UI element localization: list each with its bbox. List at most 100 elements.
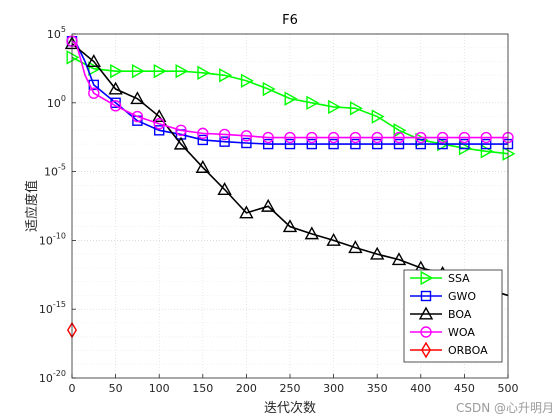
legend-marker — [418, 306, 434, 320]
x-tick-label: 50 — [109, 382, 123, 395]
series-point — [131, 63, 145, 79]
x-tick-label: 400 — [410, 382, 431, 395]
series-point — [459, 138, 470, 150]
x-tick-label: 300 — [323, 382, 344, 395]
legend-box — [403, 269, 503, 363]
series-point — [393, 123, 407, 138]
x-tick-label: 150 — [192, 382, 213, 395]
series-point — [306, 131, 318, 144]
series-point — [502, 146, 516, 161]
series-point — [86, 54, 101, 68]
legend-label: GWO — [448, 290, 476, 303]
series-point — [306, 138, 317, 150]
legend-marker — [420, 341, 432, 359]
series-point — [436, 131, 449, 144]
series-point — [197, 65, 211, 81]
series-point — [109, 100, 122, 112]
series-point — [130, 91, 145, 105]
x-tick-labels: 0 50 100 150 200 250 300 350 400 450 500 — [69, 382, 519, 395]
series-point — [263, 138, 274, 150]
series-point — [306, 95, 320, 110]
series-point — [152, 109, 167, 123]
series-point — [108, 81, 123, 95]
x-tick-label: 0 — [69, 382, 76, 395]
series-point — [328, 99, 342, 115]
y-tick-label: 100 — [47, 94, 66, 110]
series-point — [219, 136, 230, 147]
series-point — [327, 131, 340, 144]
x-tick-label: 350 — [367, 382, 388, 395]
legend-marker — [420, 290, 432, 302]
y-tick-label: 10-10 — [39, 231, 66, 247]
series-point — [153, 125, 165, 136]
series-point — [197, 127, 209, 140]
series-point — [349, 131, 362, 144]
series-point — [284, 131, 296, 144]
series-point — [262, 131, 274, 144]
series-point — [284, 91, 298, 106]
y-tick-label: 10-15 — [39, 300, 66, 316]
y-tick-label: 10-5 — [44, 163, 66, 179]
series-point — [393, 131, 405, 144]
series-gwo — [66, 35, 514, 150]
series-point — [218, 128, 231, 141]
chart-title: F6 — [282, 13, 298, 28]
series-point — [195, 160, 210, 173]
series-line — [71, 40, 508, 139]
series-point — [110, 63, 124, 79]
y-tick-label: 105 — [47, 25, 66, 41]
series-point — [88, 87, 100, 99]
series-point — [282, 219, 298, 233]
series-point — [458, 131, 471, 144]
series-point — [240, 130, 253, 142]
series-point — [391, 252, 407, 266]
series-point — [131, 110, 144, 123]
watermark: CSDN @心升明月 — [456, 401, 554, 415]
series-point — [371, 109, 385, 124]
series-point — [175, 63, 189, 79]
series-point — [349, 101, 363, 116]
series-point — [304, 226, 319, 240]
legend-label: ORBOA — [448, 344, 488, 357]
plot-frame — [71, 33, 509, 379]
y-axis-label: 适应度值 — [24, 180, 40, 232]
series-point — [393, 138, 405, 150]
series-point — [217, 182, 232, 196]
series-point — [173, 136, 189, 150]
x-tick-label: 200 — [236, 382, 257, 395]
series-line — [71, 40, 508, 145]
legend: SSA GWO BOA WOA ORBOA — [403, 269, 503, 363]
series-point — [348, 240, 363, 254]
series-point — [241, 137, 252, 149]
series-point — [350, 138, 361, 150]
series-point — [326, 232, 341, 246]
y-tick-label: 10-20 — [39, 369, 66, 385]
series-point — [175, 124, 187, 137]
x-tick-label: 500 — [498, 382, 519, 395]
legend-label: BOA — [448, 308, 472, 321]
series-point — [372, 138, 383, 150]
series-point — [415, 131, 427, 144]
legend-label: SSA — [448, 272, 470, 285]
series-point — [153, 63, 167, 79]
x-axis-label: 迭代次数 — [264, 400, 316, 416]
series-point — [437, 138, 448, 150]
legend-marker — [420, 326, 432, 338]
series-point — [328, 138, 339, 150]
series-point — [371, 131, 383, 144]
series-point — [262, 81, 276, 97]
series-point — [219, 68, 233, 83]
series-point — [481, 138, 492, 150]
legend-label: WOA — [448, 326, 475, 339]
y-tick-labels: 105 100 10-5 10-10 10-15 10-20 — [39, 25, 66, 385]
series-point — [240, 73, 254, 88]
series-point — [480, 131, 492, 144]
series-point — [284, 138, 296, 150]
series-point — [153, 118, 165, 130]
x-tick-label: 100 — [149, 382, 170, 395]
x-tick-label: 250 — [280, 382, 301, 395]
series-point — [239, 205, 254, 219]
x-tick-label: 450 — [454, 382, 475, 395]
series-point — [197, 134, 209, 146]
